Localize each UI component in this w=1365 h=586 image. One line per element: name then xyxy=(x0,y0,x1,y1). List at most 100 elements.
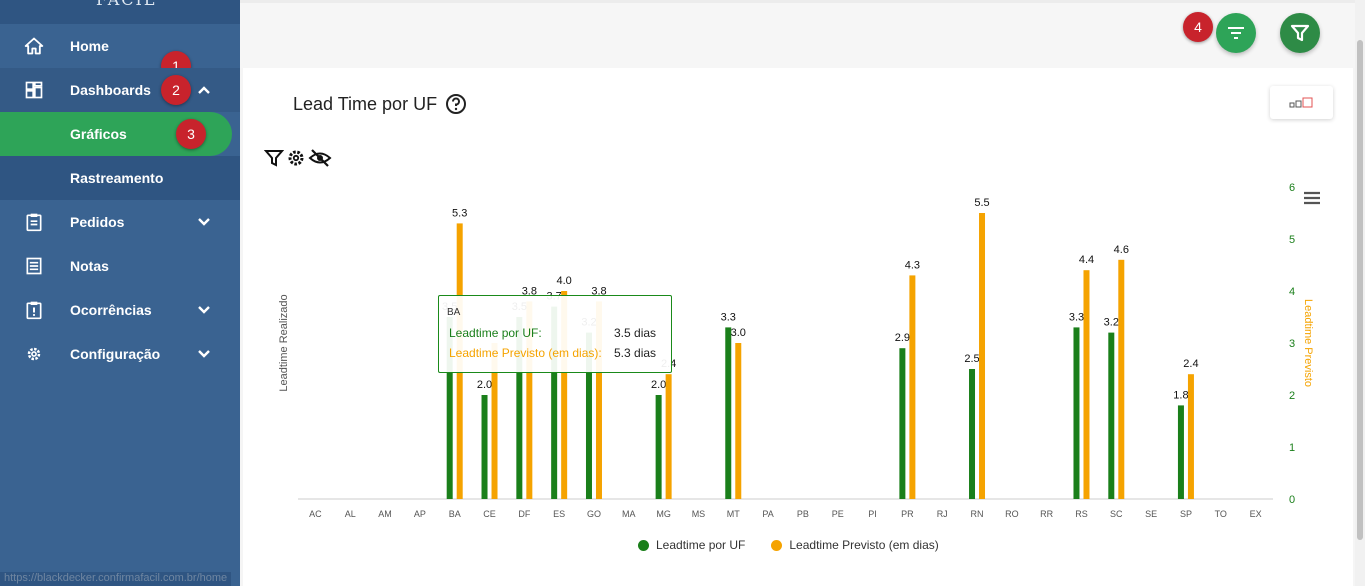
filter-icon[interactable] xyxy=(264,148,284,168)
data-label: 4.4 xyxy=(1079,254,1094,266)
data-label: 3.3 xyxy=(721,311,736,323)
tooltip-label: Leadtime por UF: xyxy=(449,326,542,340)
scrollbar[interactable] xyxy=(1355,0,1365,586)
sidebar-item-label: Notas xyxy=(70,258,109,274)
sidebar-subitem-rastreamento[interactable]: Rastreamento xyxy=(0,156,240,200)
page-title: Lead Time por UF xyxy=(293,94,438,114)
legend-dot xyxy=(771,539,783,551)
tooltip-row-realizado: Leadtime por UF: 3.5 dias xyxy=(449,326,656,340)
y-tick-label: 4 xyxy=(1289,286,1295,298)
bar xyxy=(1177,405,1184,499)
step-badge: 3 xyxy=(176,119,206,149)
scrollbar-thumb[interactable] xyxy=(1357,40,1363,540)
dashboard-icon xyxy=(25,81,43,99)
bar xyxy=(899,348,906,499)
chevron-down-icon[interactable] xyxy=(196,302,212,318)
x-tick-label: PR xyxy=(901,509,914,519)
sidebar: FÁCIL Home 1 Dashboards 2 Gráficos 3 Ras… xyxy=(0,0,240,586)
sidebar-item-ocorrencias[interactable]: Ocorrências xyxy=(0,288,240,332)
menu-icon[interactable] xyxy=(1303,191,1321,205)
sidebar-item-home[interactable]: Home 1 xyxy=(0,24,240,81)
sidebar-item-notas[interactable]: Notas xyxy=(0,244,240,288)
x-tick-label: AC xyxy=(309,509,322,519)
sidebar-item-label: Pedidos xyxy=(70,214,125,230)
data-label: 2.0 xyxy=(477,379,492,391)
x-tick-label: RJ xyxy=(937,509,948,519)
x-tick-label: CE xyxy=(483,509,496,519)
alert-clipboard-icon xyxy=(26,301,42,320)
tooltip-row-previsto: Leadtime Previsto (em dias): 5.3 dias xyxy=(449,346,656,360)
data-label: 4.3 xyxy=(905,259,920,271)
x-tick-label: SP xyxy=(1180,509,1192,519)
x-tick-label: PI xyxy=(868,509,877,519)
x-tick-label: RN xyxy=(971,509,984,519)
sort-lines-icon xyxy=(1228,27,1244,39)
bar xyxy=(979,213,986,499)
logo-text: FÁCIL xyxy=(96,0,156,9)
sidebar-item-label: Dashboards xyxy=(70,82,151,98)
sort-list-button[interactable] xyxy=(1216,13,1256,53)
sidebar-item-dashboards[interactable]: Dashboards 2 xyxy=(0,68,240,112)
bar xyxy=(665,374,672,499)
chart-card: Lead Time por UF ACALAMAPBA3.55.3CE2.0DF… xyxy=(243,68,1353,586)
x-tick-label: MG xyxy=(656,509,671,519)
data-label: 1.8 xyxy=(1173,389,1188,401)
legend-label: Leadtime por UF xyxy=(656,538,746,552)
chevron-down-icon[interactable] xyxy=(196,214,212,230)
bar xyxy=(735,343,742,499)
bar xyxy=(725,327,732,499)
data-label: 2.5 xyxy=(964,353,979,365)
sidebar-item-label: Home xyxy=(70,38,109,54)
data-label: 4.6 xyxy=(1114,244,1129,256)
notes-icon xyxy=(26,257,42,275)
bar xyxy=(1073,327,1080,499)
y-tick-label: 2 xyxy=(1289,390,1295,402)
legend-label: Leadtime Previsto (em dias) xyxy=(789,538,939,552)
bar-chart: ACALAMAPBA3.55.3CE2.0DF3.53.8ES3.74.0GO3… xyxy=(278,182,1314,519)
chevron-down-icon[interactable] xyxy=(196,346,212,362)
y-axis-label-left: Leadtime Realizado xyxy=(278,294,290,391)
sidebar-item-label: Gráficos xyxy=(70,126,127,142)
sidebar-item-label: Ocorrências xyxy=(70,302,152,318)
bar xyxy=(446,317,453,499)
bar xyxy=(561,291,568,499)
sidebar-item-configuracao[interactable]: Configuração xyxy=(0,332,240,376)
home-icon xyxy=(24,37,44,55)
x-tick-label: AL xyxy=(345,509,356,519)
x-tick-label: RS xyxy=(1075,509,1088,519)
bar xyxy=(585,332,592,499)
legend-item[interactable]: Leadtime por UF xyxy=(638,538,745,552)
x-tick-label: AP xyxy=(414,509,426,519)
sidebar-item-label: Configuração xyxy=(70,346,161,362)
eye-off-icon[interactable] xyxy=(308,148,332,168)
help-icon[interactable] xyxy=(445,93,467,115)
chart-tooltip: BA Leadtime por UF: 3.5 dias Leadtime Pr… xyxy=(438,295,672,373)
x-tick-label: PA xyxy=(762,509,773,519)
sidebar-subitem-graficos[interactable]: Gráficos 3 xyxy=(0,112,240,156)
data-label: 3.2 xyxy=(1104,317,1119,329)
resize-button[interactable] xyxy=(1270,86,1333,119)
step-badge: 4 xyxy=(1183,12,1213,42)
data-label: 2.9 xyxy=(895,332,910,344)
bar xyxy=(595,301,602,499)
x-tick-label: RR xyxy=(1040,509,1053,519)
bar xyxy=(1118,259,1125,499)
legend-item[interactable]: Leadtime Previsto (em dias) xyxy=(771,538,939,552)
data-label: 3.8 xyxy=(591,285,606,297)
x-tick-label: RO xyxy=(1005,509,1019,519)
x-tick-label: PE xyxy=(832,509,844,519)
data-label: 3.8 xyxy=(522,285,537,297)
data-label: 4.0 xyxy=(557,275,572,287)
tooltip-value: 3.5 dias xyxy=(614,326,657,340)
chevron-up-icon[interactable] xyxy=(196,82,212,98)
chart-legend: Leadtime por UF Leadtime Previsto (em di… xyxy=(638,538,939,552)
sidebar-item-pedidos[interactable]: Pedidos xyxy=(0,200,240,244)
status-bar-url: https://blackdecker.confirmafacil.com.br… xyxy=(0,572,232,586)
settings-icon[interactable] xyxy=(286,148,306,168)
bar xyxy=(551,306,558,499)
x-tick-label: ES xyxy=(553,509,565,519)
filter-button[interactable] xyxy=(1280,13,1320,53)
x-tick-label: GO xyxy=(587,509,601,519)
logo: FÁCIL xyxy=(0,0,240,24)
bar xyxy=(516,317,523,499)
